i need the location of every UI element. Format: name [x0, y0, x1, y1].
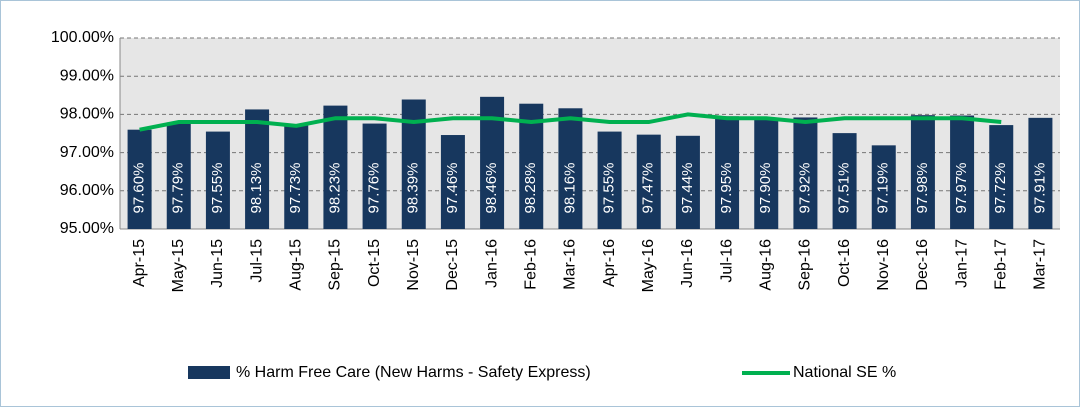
- bar: [284, 124, 309, 229]
- data-label: 97.98%: [914, 163, 931, 214]
- data-label: 97.91%: [1031, 163, 1048, 214]
- data-label: 97.90%: [757, 163, 774, 214]
- data-label: 97.19%: [875, 163, 892, 214]
- bar: [519, 103, 544, 229]
- x-tick-label: Nov-15: [405, 239, 422, 291]
- bar: [323, 105, 348, 229]
- bar: [832, 133, 857, 229]
- data-label: 98.28%: [522, 163, 539, 214]
- y-tick-label: 99.00%: [60, 67, 114, 84]
- x-tick-label: Aug-16: [757, 239, 774, 291]
- x-tick-label: Jan-16: [483, 239, 500, 288]
- x-tick-label: Jan-17: [953, 239, 970, 288]
- x-tick-label: Jul-16: [718, 239, 735, 283]
- x-tick-label: Apr-16: [601, 239, 618, 287]
- x-tick-label: Mar-17: [1032, 239, 1049, 290]
- x-tick-label: Dec-16: [914, 239, 931, 291]
- bar: [754, 118, 779, 229]
- x-tick-label: Feb-17: [992, 239, 1009, 290]
- data-label: 98.23%: [326, 163, 343, 214]
- x-tick-label: Dec-15: [444, 239, 461, 291]
- bar: [362, 123, 387, 229]
- data-label: 97.72%: [992, 163, 1009, 214]
- x-tick-label: Sep-16: [797, 239, 814, 291]
- bar: [597, 131, 622, 229]
- data-label: 97.60%: [131, 163, 148, 214]
- x-tick-label: Jun-16: [679, 239, 696, 288]
- y-tick-label: 96.00%: [60, 182, 114, 199]
- data-label: 97.55%: [601, 163, 618, 214]
- bar: [715, 116, 740, 229]
- legend-swatch: [188, 366, 230, 379]
- bar: [675, 135, 700, 229]
- x-tick-label: Sep-15: [327, 239, 344, 291]
- data-label: 97.79%: [170, 163, 187, 214]
- bar: [166, 122, 191, 229]
- bar: [127, 129, 152, 229]
- x-tick-label: Aug-15: [287, 239, 304, 291]
- bar: [950, 115, 975, 229]
- data-label: 97.46%: [444, 163, 461, 214]
- x-tick-label: May-15: [170, 239, 187, 292]
- y-tick-label: 95.00%: [60, 220, 114, 237]
- data-label: 98.39%: [405, 163, 422, 214]
- data-label: 97.73%: [287, 163, 304, 214]
- bar: [205, 131, 230, 229]
- data-label: 98.16%: [561, 163, 578, 214]
- x-tick-label: Apr-15: [131, 239, 148, 287]
- plot-area: [120, 38, 1060, 229]
- bar: [1028, 117, 1053, 229]
- bar: [440, 135, 465, 229]
- bar: [871, 145, 896, 229]
- bar: [793, 117, 818, 229]
- bar: [245, 109, 270, 229]
- bar: [910, 115, 935, 229]
- data-label: 97.55%: [209, 163, 226, 214]
- x-tick-label: Nov-16: [875, 239, 892, 291]
- legend-label: % Harm Free Care (New Harms - Safety Exp…: [236, 364, 591, 381]
- data-label: 98.46%: [483, 163, 500, 214]
- data-label: 97.47%: [640, 163, 657, 214]
- data-label: 97.76%: [366, 163, 383, 214]
- x-tick-label: Jul-15: [248, 239, 265, 283]
- x-tick-label: Mar-16: [562, 239, 579, 290]
- y-tick-label: 100.00%: [51, 29, 114, 46]
- x-tick-label: Jun-15: [209, 239, 226, 288]
- x-tick-label: Oct-16: [836, 239, 853, 287]
- line: [139, 112, 1002, 132]
- x-tick-label: May-16: [640, 239, 657, 292]
- data-label: 97.95%: [718, 163, 735, 214]
- legend-label: National SE %: [793, 364, 896, 381]
- data-label: 97.97%: [953, 163, 970, 214]
- bar: [636, 134, 661, 229]
- data-label: 97.51%: [836, 163, 853, 214]
- bar: [558, 108, 583, 229]
- x-tick-label: Oct-15: [366, 239, 383, 287]
- y-tick-label: 98.00%: [60, 106, 114, 123]
- y-tick-label: 97.00%: [60, 144, 114, 161]
- bar: [989, 125, 1014, 229]
- data-label: 97.44%: [679, 163, 696, 214]
- x-tick-label: Feb-16: [522, 239, 539, 290]
- data-label: 98.13%: [248, 163, 265, 214]
- data-label: 97.92%: [796, 163, 813, 214]
